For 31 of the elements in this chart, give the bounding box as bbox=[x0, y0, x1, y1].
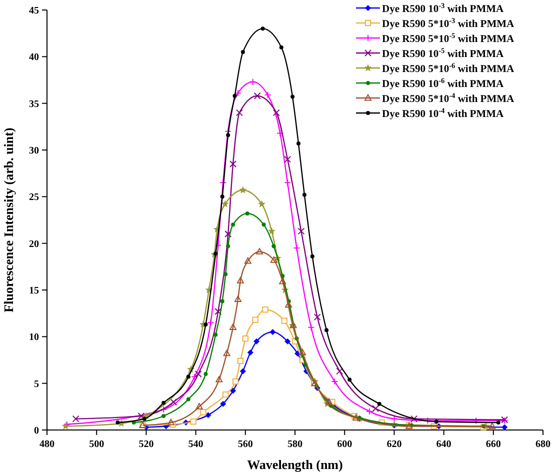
x-tick-label: 540 bbox=[188, 439, 204, 450]
y-tick-label: 20 bbox=[29, 238, 39, 250]
y-tick-label: 35 bbox=[29, 98, 39, 110]
y-tick-label: 25 bbox=[29, 192, 39, 204]
legend-label: Dye R590 5*10$^{-6}$ with PMMA bbox=[382, 60, 515, 75]
x-tick-label: 640 bbox=[436, 439, 452, 450]
x-tick-label: 660 bbox=[486, 439, 501, 450]
y-tick-label: 45 bbox=[29, 6, 39, 16]
legend-label: Dye R590 5*10$^{-5}$ with PMMA bbox=[382, 30, 515, 45]
legend-label: Dye R590 10$^{-4}$ with PMMA bbox=[382, 106, 504, 120]
y-tick-label: 5 bbox=[34, 378, 39, 390]
legend-label: Dye R590 5*10$^{-4}$ with PMMA bbox=[382, 90, 515, 105]
x-tick-label: 580 bbox=[288, 439, 302, 450]
y-tick-label: 15 bbox=[29, 286, 39, 296]
y-tick-label: 0 bbox=[34, 426, 39, 436]
x-tick-label: 680 bbox=[536, 439, 550, 450]
y-axis-title: Fluorescence Intensity (arb. uint) bbox=[1, 128, 16, 312]
x-tick-label: 500 bbox=[89, 439, 104, 450]
x-tick-label: 620 bbox=[386, 439, 402, 450]
x-axis-title: Wavelength (nm) bbox=[247, 457, 343, 472]
legend-label: Dye R590 10$^{-3}$ with PMMA bbox=[382, 0, 504, 15]
x-tick-label: 480 bbox=[40, 439, 54, 450]
legend-label: Dye R590 5*10$^{-3}$ with PMMA bbox=[382, 16, 515, 30]
x-tick-label: 600 bbox=[337, 439, 352, 450]
y-tick-label: 30 bbox=[29, 146, 39, 156]
legend-label: Dye R590 10$^{-5}$ with PMMA bbox=[382, 46, 504, 60]
legend-label: Dye R590 10$^{-6}$ with PMMA bbox=[382, 76, 504, 90]
x-tick-label: 560 bbox=[238, 439, 253, 450]
y-tick-label: 40 bbox=[29, 52, 39, 64]
x-tick-label: 520 bbox=[138, 439, 154, 450]
y-tick-label: 10 bbox=[29, 332, 39, 344]
